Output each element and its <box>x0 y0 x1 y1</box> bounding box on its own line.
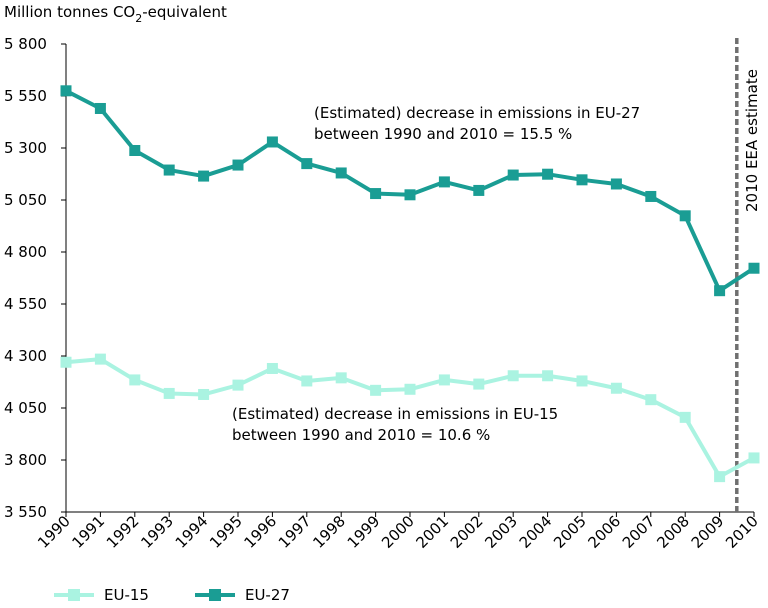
point-eu27-1998 <box>335 167 347 179</box>
y-tick-label: 5 550 <box>4 87 47 105</box>
y-tick-label: 4 300 <box>4 347 47 365</box>
point-eu27-1999 <box>370 188 382 200</box>
point-eu27-2010 <box>748 262 760 274</box>
y-tick-label: 3 800 <box>4 451 47 469</box>
point-eu27-1995 <box>232 159 244 171</box>
x-tick-label: 2001 <box>412 512 452 552</box>
point-eu15-2007 <box>645 394 657 406</box>
x-tick-label: 2010 <box>722 512 762 552</box>
point-eu15-1995 <box>232 379 244 391</box>
estimate-divider: 2010 EEA estimate <box>735 38 761 512</box>
y-tick-label: 4 550 <box>4 295 47 313</box>
x-tick-label: 1998 <box>309 512 349 552</box>
x-tick-label: 1993 <box>137 512 177 552</box>
y-tick-label: 5 300 <box>4 139 47 157</box>
point-eu27-2006 <box>610 178 622 190</box>
annotation-eu15-line-1: between 1990 and 2010 = 10.6 % <box>232 426 490 444</box>
point-eu27-2000 <box>404 189 416 201</box>
point-eu27-2007 <box>645 190 657 202</box>
legend-label-eu27: EU-27 <box>244 586 290 604</box>
legend-marker-eu15 <box>68 589 80 601</box>
point-eu15-2003 <box>507 370 519 382</box>
point-eu15-1999 <box>370 384 382 396</box>
annotation-eu27-line-1: between 1990 and 2010 = 15.5 % <box>314 125 572 143</box>
x-tick-label: 1997 <box>275 512 315 552</box>
point-eu27-2002 <box>473 184 485 196</box>
x-tick-label: 2008 <box>653 512 693 552</box>
x-tick-label: 1991 <box>68 512 108 552</box>
annotation-eu27-line-0: (Estimated) decrease in emissions in EU-… <box>314 104 640 122</box>
point-eu15-1992 <box>129 374 141 386</box>
x-tick-label: 2000 <box>378 512 418 552</box>
point-eu27-1992 <box>129 144 141 156</box>
point-eu27-2004 <box>542 168 554 180</box>
point-eu15-1998 <box>335 372 347 384</box>
y-tick-label: 5 050 <box>4 191 47 209</box>
y-tick-label: 3 550 <box>4 503 47 521</box>
point-eu15-1993 <box>163 387 175 399</box>
legend: EU-15 EU-27 <box>54 583 336 607</box>
series-group <box>60 85 760 483</box>
x-tick-label: 1992 <box>103 512 143 552</box>
y-tick-label: 5 800 <box>4 35 47 53</box>
point-eu15-2000 <box>404 383 416 395</box>
point-eu27-1990 <box>60 85 72 97</box>
legend-swatch-eu15 <box>54 587 94 603</box>
y-tick-label: 4 800 <box>4 243 47 261</box>
y-axis-label: Million tonnes CO2-equivalent <box>4 3 227 25</box>
point-eu27-2001 <box>438 176 450 188</box>
y-tick-label: 4 050 <box>4 399 47 417</box>
x-tick-label: 1999 <box>344 512 384 552</box>
x-tick-label: 2003 <box>481 512 521 552</box>
x-tick-label: 1996 <box>240 512 280 552</box>
point-eu27-2005 <box>576 174 588 186</box>
point-eu15-1997 <box>301 375 313 387</box>
point-eu15-2002 <box>473 378 485 390</box>
point-eu27-2008 <box>679 210 691 222</box>
point-eu27-1996 <box>266 136 278 148</box>
point-eu15-1996 <box>266 362 278 374</box>
legend-marker-eu27 <box>208 589 221 601</box>
point-eu27-2003 <box>507 169 519 181</box>
legend-item-eu27[interactable]: EU-27 <box>194 586 290 604</box>
legend-label-eu15: EU-15 <box>104 586 149 604</box>
x-tick-label: 2009 <box>688 512 728 552</box>
emissions-line-chart: Million tonnes CO2-equivalent 5 800 5 550… <box>4 3 762 552</box>
point-eu15-2006 <box>610 382 622 394</box>
point-eu15-2010 <box>748 452 760 464</box>
legend-item-eu15[interactable]: EU-15 <box>54 586 149 604</box>
legend-swatch-eu27 <box>194 587 235 603</box>
point-eu27-1993 <box>163 164 175 176</box>
point-eu27-1994 <box>198 170 210 182</box>
point-eu15-1994 <box>198 388 210 400</box>
x-tick-label: 1995 <box>206 512 246 552</box>
point-eu15-1991 <box>94 353 106 365</box>
point-eu27-2009 <box>714 285 726 297</box>
x-tick-label: 2007 <box>619 512 659 552</box>
x-tick-label: 2006 <box>584 512 624 552</box>
point-eu15-2005 <box>576 375 588 387</box>
point-eu27-1991 <box>94 102 106 114</box>
point-eu15-2001 <box>438 374 450 386</box>
point-eu15-2004 <box>542 370 554 382</box>
point-eu15-2008 <box>679 411 691 423</box>
point-eu15-1990 <box>60 356 72 368</box>
estimate-label: 2010 EEA estimate <box>743 69 761 212</box>
x-tick-label: 2004 <box>516 512 556 552</box>
point-eu15-2009 <box>714 471 726 483</box>
annotation-eu15-line-0: (Estimated) decrease in emissions in EU-… <box>232 405 558 423</box>
annotations: (Estimated) decrease in emissions in EU-… <box>232 104 640 444</box>
point-eu27-1997 <box>301 158 313 170</box>
x-tick-label: 2005 <box>550 512 590 552</box>
x-tick-label: 2002 <box>447 512 487 552</box>
x-tick-label: 1994 <box>172 512 212 552</box>
